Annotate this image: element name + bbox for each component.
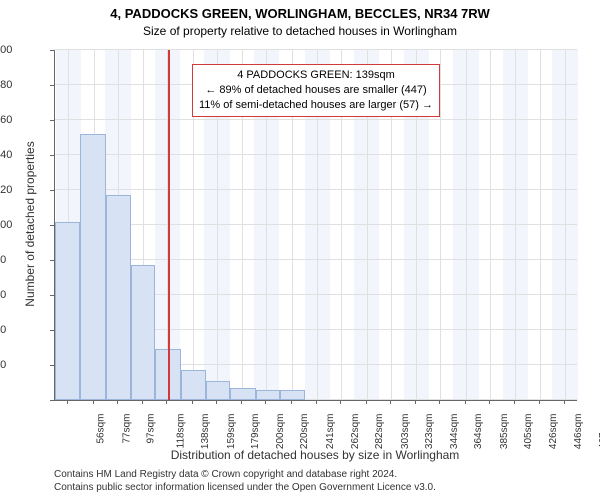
y-tick-label: 20 xyxy=(0,359,48,371)
histogram-bar xyxy=(181,370,206,400)
x-tick-label: 56sqm xyxy=(96,414,107,444)
histogram-bar xyxy=(55,222,80,401)
annotation-line3: 11% of semi-detached houses are larger (… xyxy=(199,98,433,113)
y-tick-label: 180 xyxy=(0,79,48,91)
histogram-bar xyxy=(280,390,305,401)
histogram-bar xyxy=(206,381,230,400)
x-tick-label: 179sqm xyxy=(250,414,261,450)
reference-line xyxy=(168,50,170,400)
x-tick-label: 385sqm xyxy=(499,414,510,450)
histogram-bar xyxy=(256,390,280,401)
x-tick-label: 446sqm xyxy=(573,414,584,450)
y-tick-label: 0 xyxy=(0,394,48,406)
chart-container: 4, PADDOCKS GREEN, WORLINGHAM, BECCLES, … xyxy=(0,0,600,500)
histogram-bar xyxy=(80,134,105,400)
y-axis-label: Number of detached properties xyxy=(23,124,37,324)
x-tick-label: 118sqm xyxy=(176,414,187,449)
x-tick-label: 405sqm xyxy=(523,414,534,450)
plot-area: 4 PADDOCKS GREEN: 139sqm ← 89% of detach… xyxy=(54,50,577,401)
copyright-line1: Contains HM Land Registry data © Crown c… xyxy=(54,468,436,481)
x-tick-label: 303sqm xyxy=(400,414,411,450)
x-tick-label: 241sqm xyxy=(325,414,336,450)
x-tick-label: 138sqm xyxy=(200,414,211,450)
histogram-bar xyxy=(106,195,131,400)
annotation-line1: 4 PADDOCKS GREEN: 139sqm xyxy=(199,68,433,83)
x-tick-label: 282sqm xyxy=(374,414,385,450)
x-tick-label: 77sqm xyxy=(121,414,132,444)
x-tick-label: 323sqm xyxy=(424,414,435,450)
x-tick-label: 262sqm xyxy=(350,414,361,450)
x-tick-label: 200sqm xyxy=(275,414,286,450)
annotation-box: 4 PADDOCKS GREEN: 139sqm ← 89% of detach… xyxy=(192,64,440,117)
x-tick-label: 220sqm xyxy=(300,414,311,450)
y-tick-label: 200 xyxy=(0,44,48,56)
copyright-line2: Contains public sector information licen… xyxy=(54,481,436,494)
page-subtitle: Size of property relative to detached ho… xyxy=(0,24,600,38)
x-tick-label: 426sqm xyxy=(548,414,559,450)
x-tick-label: 159sqm xyxy=(226,414,237,450)
histogram-bar xyxy=(131,265,155,400)
histogram-bar xyxy=(230,388,255,400)
copyright: Contains HM Land Registry data © Crown c… xyxy=(54,468,436,494)
x-axis-label: Distribution of detached houses by size … xyxy=(54,448,576,462)
page-title: 4, PADDOCKS GREEN, WORLINGHAM, BECCLES, … xyxy=(0,6,600,21)
x-tick-label: 97sqm xyxy=(145,414,156,444)
y-tick-label: 40 xyxy=(0,324,48,336)
x-tick-label: 364sqm xyxy=(474,414,485,450)
x-tick-label: 344sqm xyxy=(449,414,460,450)
annotation-line2: ← 89% of detached houses are smaller (44… xyxy=(199,83,433,98)
